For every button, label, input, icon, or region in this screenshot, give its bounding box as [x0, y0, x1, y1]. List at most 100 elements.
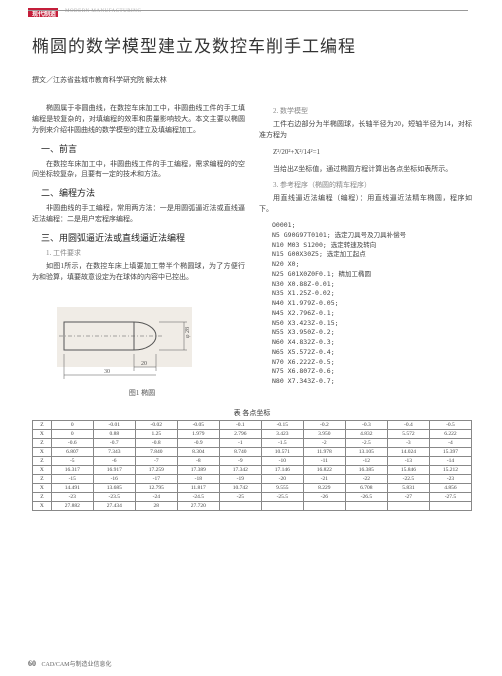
table-cell: -19	[219, 474, 261, 483]
table-cell: -0.5	[429, 420, 471, 429]
table-cell: 7.840	[135, 447, 177, 456]
table-cell: -0.2	[303, 420, 345, 429]
table-cell: -13	[387, 456, 429, 465]
code-line: N75 X6.807Z-0.6;	[272, 367, 472, 377]
table-cell: -8	[177, 456, 219, 465]
table-cell: 15.397	[429, 447, 471, 456]
page-number: 60	[28, 659, 36, 668]
header-rule	[28, 10, 468, 11]
table-cell: -26.5	[345, 492, 387, 501]
table-cell: 17.146	[261, 465, 303, 474]
table-cell: -20	[261, 474, 303, 483]
table-cell: 1.25	[135, 429, 177, 438]
figure-caption: 图1 椭圆	[39, 388, 245, 398]
table-cell: 12.795	[135, 483, 177, 492]
table-cell: -24.5	[177, 492, 219, 501]
table-cell: -25.5	[261, 492, 303, 501]
table-title: 表 各点坐标	[32, 408, 472, 418]
sec2-para: 非圆曲线的手工编程，常用两方法：一是用圆弧逼近法或直线逼近法编程：二是用户宏程序…	[32, 203, 245, 225]
table-cell: 6.222	[429, 429, 471, 438]
code-line: N35 X1.25Z-0.02;	[272, 289, 472, 299]
table-cell: 0	[51, 429, 93, 438]
table-cell: 11.978	[303, 447, 345, 456]
table-cell: 15.846	[387, 465, 429, 474]
table-cell: -24	[135, 492, 177, 501]
table-cell: -12	[345, 456, 387, 465]
table-cell: 7.343	[93, 447, 135, 456]
table-cell: Z	[33, 456, 52, 465]
table-cell: 5.831	[387, 483, 429, 492]
footer-text: CAD/CAM与制造业信息化	[42, 662, 112, 668]
code-line: N10 M03 S1200; 选定转速及转向	[272, 241, 472, 251]
table-cell: 16.822	[303, 465, 345, 474]
table-cell: 3.950	[303, 429, 345, 438]
table-cell: -1.5	[261, 438, 303, 447]
table-cell: -0.3	[345, 420, 387, 429]
nc-code-block: O0001;N5 G90G97T0101; 选定刀具号及刀具补偿号N10 M03…	[259, 221, 472, 387]
sec1-title: 一、前言	[41, 142, 245, 155]
table-cell: 3.423	[261, 429, 303, 438]
svg-text:20: 20	[141, 361, 147, 367]
table-cell: 10.571	[261, 447, 303, 456]
table-cell: 11.817	[177, 483, 219, 492]
sec4-sub2: 3. 参考程序（椭圆的精车程序）	[273, 180, 472, 190]
table-cell: 6.807	[51, 447, 93, 456]
table-cell: Z	[33, 492, 52, 501]
table-cell	[261, 501, 303, 510]
table-cell: 28	[135, 501, 177, 510]
sec4-p1: 工件右边部分为半椭圆球，长轴半径为20，短轴半径为14，对标准方程为	[259, 119, 472, 141]
table-cell: -6	[93, 456, 135, 465]
table-cell: -22.5	[387, 474, 429, 483]
table-cell: -3	[387, 438, 429, 447]
sec1-para: 在数控车床加工中，非圆曲线工件的手工编程，需求编程的的空间坐标较复杂，且要有一定…	[32, 159, 245, 181]
table-cell: -0.7	[93, 438, 135, 447]
code-line: N65 X5.572Z-0.4;	[272, 348, 472, 358]
code-line: N50 X3.423Z-0.15;	[272, 319, 472, 329]
table-cell: 27.720	[177, 501, 219, 510]
author-line: 撰文／江苏省盐城市教育科学研究院 解太林	[32, 75, 472, 85]
table-cell: 8.304	[177, 447, 219, 456]
figure-ellipse: φ 282030 图1 椭圆	[39, 289, 245, 398]
sec3-title: 三、用圆弧逼近法或直线逼近法编程	[41, 231, 245, 244]
table-cell: 8.229	[303, 483, 345, 492]
table-cell: -0.01	[93, 420, 135, 429]
sec3-sub: 1. 工件要求	[46, 248, 245, 258]
table-cell: Z	[33, 474, 52, 483]
table-cell: 27.434	[93, 501, 135, 510]
svg-text:φ 28: φ 28	[185, 327, 191, 338]
table-cell: -1	[219, 438, 261, 447]
intro-para: 椭圆属于非圆曲线，在数控车床加工中，非圆曲线工件的手工填编程是较复杂的，对填编程…	[32, 103, 245, 136]
code-line: N80 X7.343Z-0.7;	[272, 377, 472, 387]
table-cell: -9	[219, 456, 261, 465]
table-cell: -2	[303, 438, 345, 447]
code-line: N5 G90G97T0101; 选定刀具号及刀具补偿号	[272, 231, 472, 241]
sec4-eq: Z²/20²+X²/14²=1	[259, 147, 472, 158]
table-cell: -23	[429, 474, 471, 483]
table-cell: 17.389	[177, 465, 219, 474]
table-cell	[345, 501, 387, 510]
sec3-para: 如图1所示，在数控车床上填要加工带半个椭圆球，为了方便行为和验算，填要故意设定为…	[32, 261, 245, 283]
table-cell: -7	[135, 456, 177, 465]
table-cell: -14	[429, 456, 471, 465]
table-cell: -18	[177, 474, 219, 483]
table-cell: -17	[135, 474, 177, 483]
code-line: N70 X6.222Z-0.5;	[272, 358, 472, 368]
table-cell: -25	[219, 492, 261, 501]
table-cell	[429, 501, 471, 510]
table-cell: 2.796	[219, 429, 261, 438]
table-cell: 15.212	[429, 465, 471, 474]
table-cell: -2.5	[345, 438, 387, 447]
table-cell: -5	[51, 456, 93, 465]
table-cell: Z	[33, 420, 52, 429]
table-cell: 1.979	[177, 429, 219, 438]
code-line: N20 X0;	[272, 260, 472, 270]
table-cell: 16.917	[93, 465, 135, 474]
table-cell: -23.5	[93, 492, 135, 501]
sec4-sub: 2. 数学模型	[273, 106, 472, 116]
table-cell: 14.491	[51, 483, 93, 492]
table-cell: 13.105	[345, 447, 387, 456]
sec4-p3: 用直线逼近法编程（编程）：用直线逼近法精车椭圆，程序如下。	[259, 193, 472, 215]
table-cell: -27.5	[429, 492, 471, 501]
code-line: N40 X1.979Z-0.05;	[272, 299, 472, 309]
table-cell: 0.88	[93, 429, 135, 438]
